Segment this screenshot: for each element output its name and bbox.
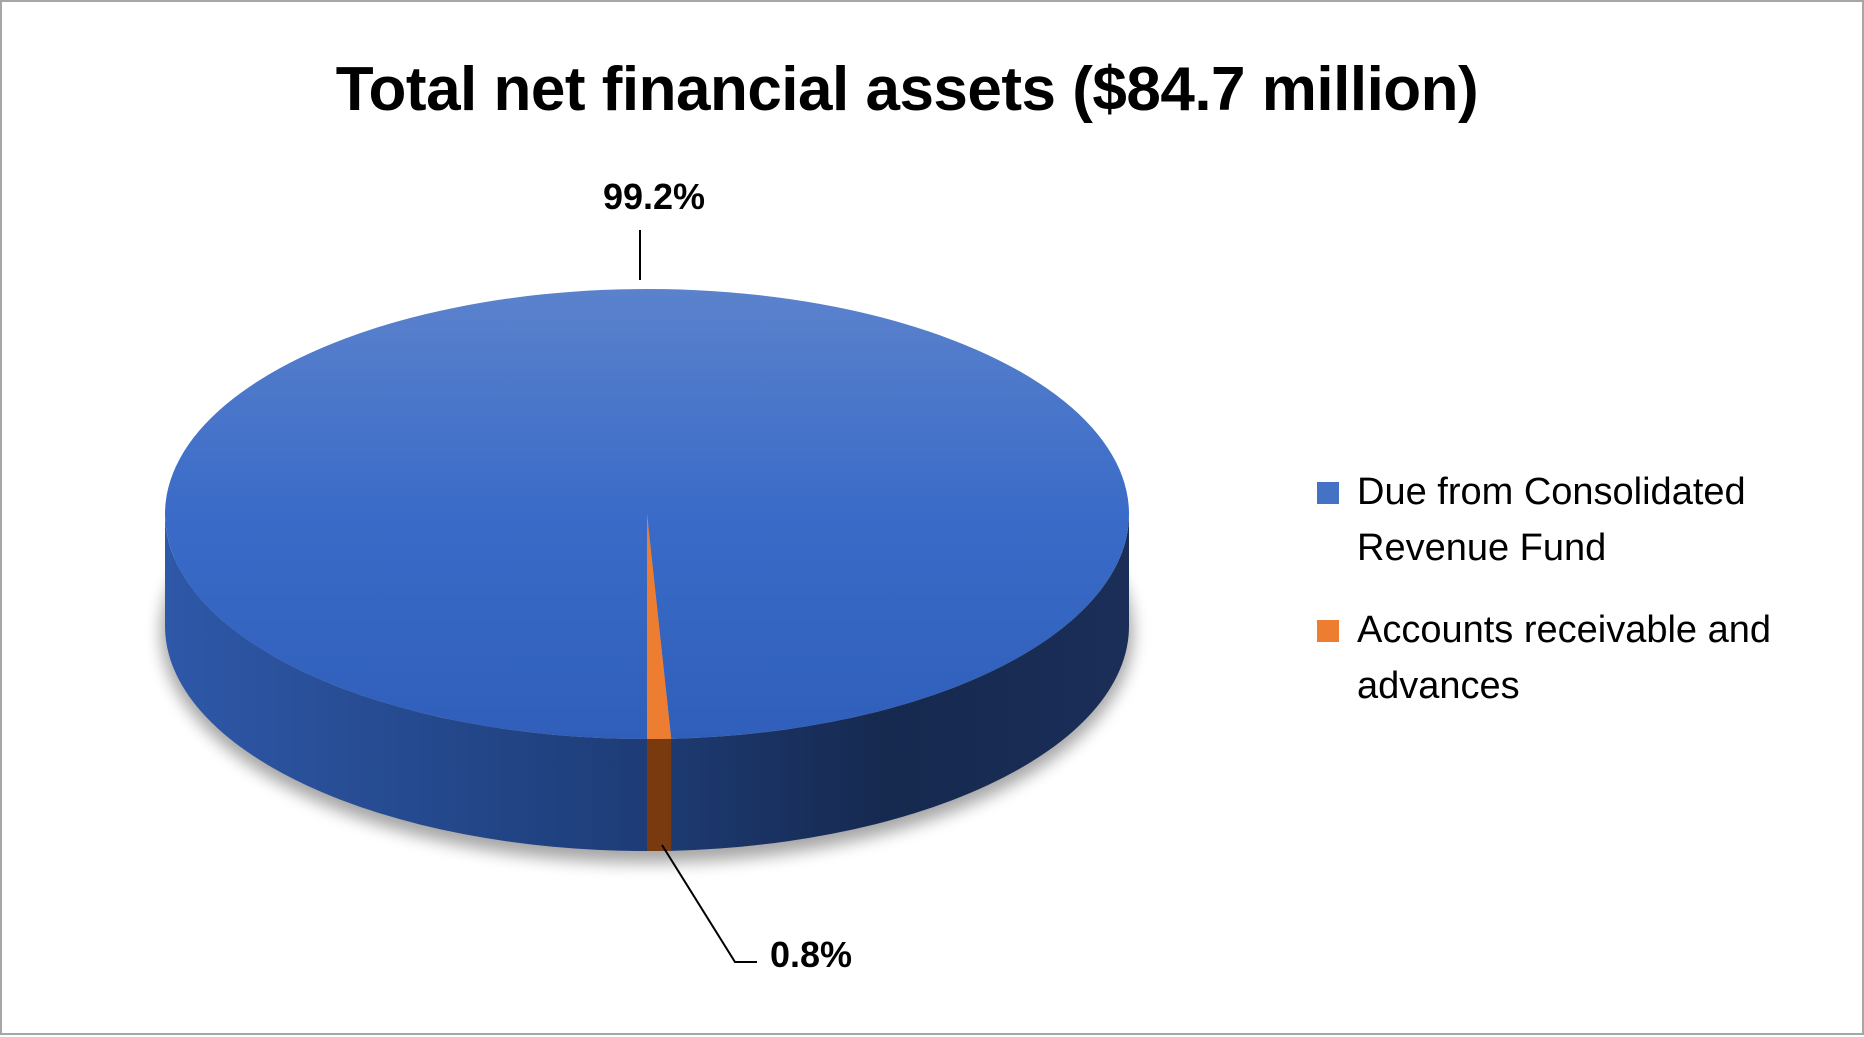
data-label-1: 0.8% <box>770 934 852 975</box>
chart-title: Total net financial assets ($84.7 millio… <box>335 55 1479 124</box>
legend: Due from Consolidated Revenue Fund Accou… <box>1317 464 1857 740</box>
legend-item: Accounts receivable and advances <box>1317 602 1857 714</box>
legend-label: Due from Consolidated Revenue Fund <box>1357 471 1746 569</box>
legend-item: Due from Consolidated Revenue Fund <box>1317 464 1857 576</box>
pie-slice-1 <box>647 514 672 739</box>
pie-side-blue <box>165 514 1129 852</box>
pie-tops <box>165 289 1130 739</box>
pie-sides <box>165 514 1129 852</box>
legend-swatch-0 <box>1317 482 1339 504</box>
legend-label: Accounts receivable and advances <box>1357 609 1772 707</box>
leader-line-1 <box>661 844 757 963</box>
pie-slice-0 <box>165 289 1130 739</box>
data-label-0: 99.2% <box>603 176 705 217</box>
legend-swatch-1 <box>1317 620 1339 642</box>
pie-labels: 99.2% 0.8% <box>603 176 852 975</box>
pie-leaders <box>639 230 757 963</box>
pie-side-orange <box>647 738 672 851</box>
